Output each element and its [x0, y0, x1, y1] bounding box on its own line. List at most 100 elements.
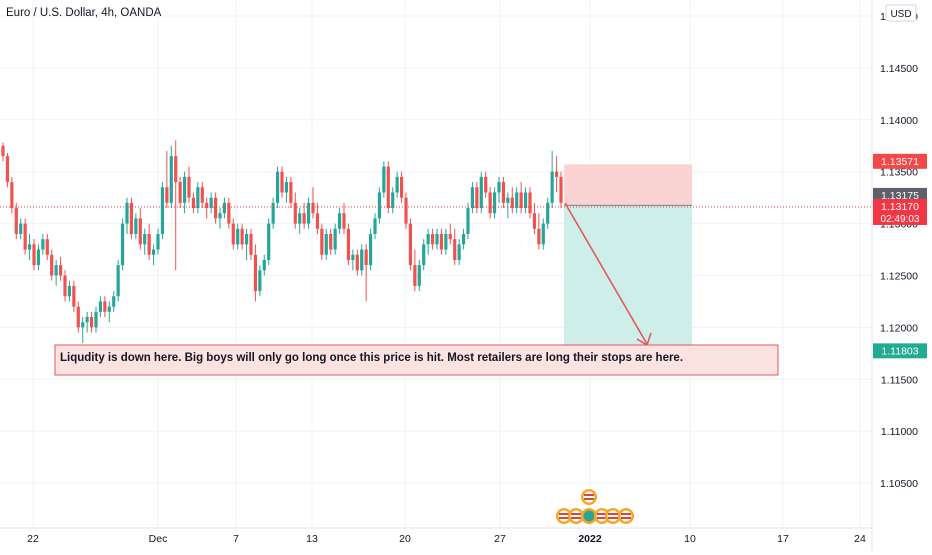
x-tick-label: 7: [233, 533, 239, 545]
us-flag-event-icon[interactable]: [605, 508, 621, 524]
candle-body: [236, 228, 240, 245]
entry-price-text: 1.13175: [881, 190, 919, 202]
eu-flag-event-icon[interactable]: [618, 508, 634, 524]
price-axis-panel[interactable]: [872, 0, 932, 550]
take-profit-zone[interactable]: [564, 205, 692, 348]
candle-body: [386, 166, 390, 209]
candle-body: [10, 182, 14, 209]
candle-body: [306, 202, 311, 224]
candle-body: [227, 202, 231, 224]
candle-body: [528, 192, 532, 214]
x-tick-label: 17: [777, 533, 789, 545]
annotation-text: Liqudity is down here. Big boys will onl…: [60, 352, 683, 364]
x-tick-label: 20: [399, 533, 411, 545]
symbol-title: Euro / U.S. Dollar, 4h, OANDA: [6, 7, 162, 19]
candle-body: [54, 265, 58, 276]
candle-body: [541, 223, 545, 245]
candle-body: [156, 233, 160, 250]
candle-body: [554, 171, 559, 177]
candle-body: [329, 233, 333, 250]
y-tick-label: 1.11500: [881, 374, 918, 386]
candle-body: [103, 301, 107, 312]
candle-body: [523, 192, 528, 209]
candle-body: [244, 233, 249, 245]
arrow-line[interactable]: [564, 202, 648, 345]
x-tick-label: 24: [854, 533, 866, 545]
candle-body: [160, 187, 165, 234]
candle-body: [112, 296, 116, 307]
candle-body: [262, 259, 266, 271]
annotation-callout[interactable]: Liqudity is down here. Big boys will onl…: [54, 344, 779, 376]
candle-body: [200, 187, 204, 203]
time-axis-panel[interactable]: [0, 528, 872, 550]
current-price-label: 1.13170 02:49:03: [873, 198, 927, 225]
candle-body: [253, 254, 258, 292]
us-flag-event-icon[interactable]: [594, 508, 610, 524]
candle-body: [222, 202, 227, 214]
currency-button[interactable]: USD: [885, 4, 917, 22]
candle-body: [391, 192, 395, 209]
earnings-event-icon[interactable]: [581, 508, 597, 524]
candle-body: [475, 187, 479, 209]
candle-body: [98, 301, 103, 312]
candle-body: [435, 233, 439, 245]
candle-body: [532, 213, 537, 229]
candle-body: [426, 233, 430, 245]
y-tick-label: 1.12500: [880, 271, 918, 283]
candle-body: [174, 156, 178, 183]
candle-body: [302, 213, 306, 224]
candle-body: [466, 208, 470, 234]
economic-events[interactable]: [556, 489, 634, 524]
candle-body: [404, 197, 408, 224]
candle-body: [444, 233, 448, 250]
candle-body: [134, 218, 138, 234]
candle-body: [461, 233, 466, 245]
candle-body: [41, 239, 45, 250]
candle-body: [479, 176, 483, 209]
candle-body: [165, 187, 169, 203]
candle-body: [209, 197, 213, 209]
candle-body: [120, 223, 125, 266]
x-tick-label: 10: [684, 533, 696, 545]
us-flag-event-icon[interactable]: [568, 508, 584, 524]
candle-body: [81, 322, 85, 328]
y-tick-label: 1.12000: [880, 322, 918, 334]
annotation-box[interactable]: [54, 344, 779, 376]
stop-loss-zone[interactable]: [564, 164, 692, 206]
current-price-text: 1.13170: [881, 201, 919, 213]
candle-body: [143, 233, 147, 245]
candle-body: [439, 233, 444, 250]
candle-body: [169, 156, 173, 203]
candle-body: [89, 317, 94, 328]
candle-body: [355, 254, 359, 271]
target-price-text: 1.11803: [881, 345, 918, 357]
candle-body: [138, 218, 142, 245]
candle-body: [492, 192, 497, 214]
us-flag-event-icon[interactable]: [581, 489, 597, 505]
candle-body: [205, 202, 209, 209]
candle-body: [23, 223, 27, 250]
candles-layer: [1, 140, 563, 343]
candle-body: [271, 202, 275, 224]
candle-body: [320, 228, 324, 255]
candle-body: [218, 213, 222, 219]
candle-body: [147, 233, 151, 255]
candle-body: [249, 233, 253, 255]
x-axis-ticks: 22 Dec 7 13 20 27 2022 10 17 24: [27, 533, 866, 545]
candle-body: [258, 270, 262, 292]
candle-body: [501, 182, 506, 203]
us-flag-event-icon[interactable]: [556, 508, 572, 524]
x-tick-label: Dec: [149, 533, 168, 545]
candle-body: [58, 265, 63, 276]
candle-body: [129, 202, 134, 234]
candle-body: [497, 182, 501, 193]
candle-body: [107, 306, 111, 312]
plot-area[interactable]: [0, 0, 872, 528]
candle-body: [151, 249, 156, 255]
candle-body: [178, 182, 182, 203]
candle-body: [342, 213, 346, 229]
candle-body: [311, 202, 315, 214]
x-tick-label: 13: [306, 533, 318, 545]
